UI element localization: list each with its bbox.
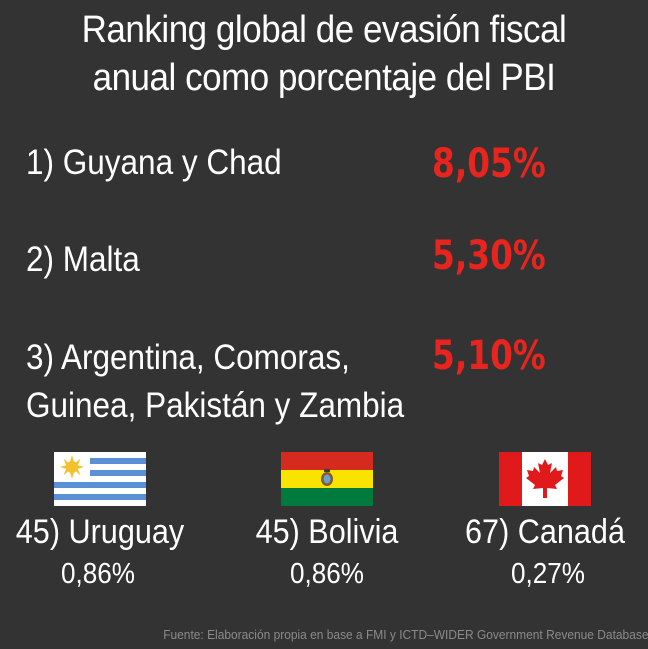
page-title: Ranking global de evasión fiscal anual c… <box>26 6 622 102</box>
country-name: 67) Canadá <box>465 513 625 551</box>
rank-3-label-line-1: 3) Argentina, Comoras, <box>26 338 350 377</box>
rank-2-label: 2) Malta <box>26 240 140 279</box>
country-percent: 0,27% <box>510 558 585 590</box>
bolivia-flag-icon <box>281 452 373 506</box>
canada-flag-icon <box>499 452 591 506</box>
country-name: 45) Uruguay <box>15 513 185 551</box>
country-percent: 0,86% <box>289 558 364 590</box>
country-percent: 0,86% <box>60 558 135 590</box>
country-uruguay: 45) Uruguay 0,86% <box>0 452 200 594</box>
uruguay-flag-icon <box>54 452 146 506</box>
country-canada: 67) Canadá 0,27% <box>434 452 648 594</box>
source-note: Fuente: Elaboración propia en base a FMI… <box>162 627 648 642</box>
rank-1-value: 8,05% <box>432 141 546 187</box>
country-name: 45) Bolivia <box>255 513 399 551</box>
rank-2-value: 5,30% <box>432 233 546 279</box>
rank-3-label-line-2: Guinea, Pakistán y Zambia <box>26 386 405 425</box>
title-line-1: Ranking global de evasión fiscal <box>81 9 567 51</box>
country-bolivia: 45) Bolivia 0,86% <box>226 452 428 594</box>
title-line-2: anual como porcentaje del PBI <box>92 57 556 99</box>
rank-3-value: 5,10% <box>432 333 546 379</box>
rank-1-label: 1) Guyana y Chad <box>26 143 282 182</box>
